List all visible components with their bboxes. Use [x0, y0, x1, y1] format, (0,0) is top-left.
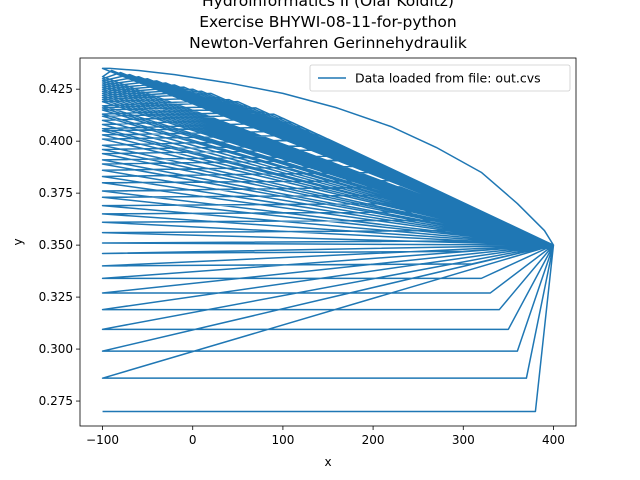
x-axis-ticks: −100 0 100 200 300 400 [86, 426, 565, 447]
legend-label: Data loaded from file: out.cvs [355, 71, 541, 86]
y-tick-label: 0.350 [39, 238, 73, 252]
chart-title: Hydroinformatics II (Olaf Kolditz) Exerc… [189, 0, 467, 52]
legend-box [309, 64, 571, 92]
data-series-line [101, 67, 555, 413]
y-tick-label: 0.425 [39, 82, 73, 96]
y-tick-label: 0.400 [39, 134, 73, 148]
x-tick-label: 200 [362, 433, 385, 447]
x-tick-label: 100 [271, 433, 294, 447]
x-tick-label: 0 [189, 433, 197, 447]
y-tick-label: 0.375 [39, 186, 73, 200]
y-axis-ticks: 0.275 0.300 0.325 0.350 0.375 0.400 0.425 [39, 82, 80, 408]
x-tick-label: 400 [542, 433, 565, 447]
y-tick-label: 0.275 [39, 394, 73, 408]
axes-frame [79, 57, 577, 427]
title-line-1: Hydroinformatics II (Olaf Kolditz) [202, 0, 454, 10]
y-tick-label: 0.300 [39, 342, 73, 356]
title-line-3: Newton-Verfahren Gerinnehydraulik [189, 34, 467, 52]
legend: Data loaded from file: out.cvs [309, 64, 571, 92]
plot-area [101, 67, 555, 413]
y-axis-label: y [11, 238, 25, 245]
title-line-2: Exercise BHYWI-08-11-for-python [199, 13, 456, 31]
y-tick-label: 0.325 [39, 290, 73, 304]
x-axis-label: x [324, 455, 331, 469]
x-tick-label: −100 [86, 433, 119, 447]
x-tick-label: 300 [452, 433, 475, 447]
